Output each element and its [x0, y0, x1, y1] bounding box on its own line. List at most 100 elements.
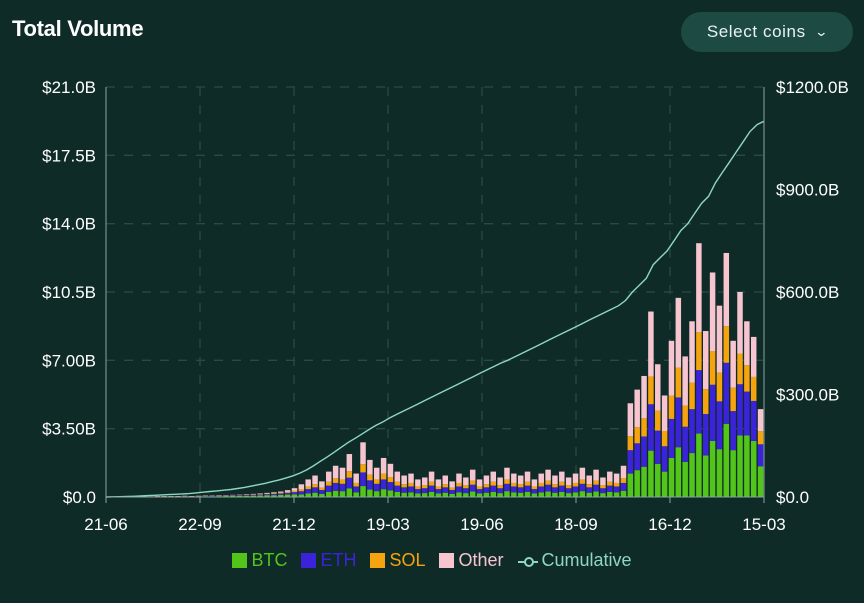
bar-segment-btc [524, 491, 531, 497]
legend-label-other: Other [458, 550, 504, 570]
bar-segment-sol [702, 389, 709, 415]
bar-segment-sol [278, 492, 284, 494]
bar-segment-other [655, 364, 661, 411]
bar-segment-other [737, 292, 743, 354]
bar-segment-other [593, 469, 599, 481]
bar-segment-btc [675, 447, 682, 497]
bar-segment-other [257, 493, 263, 495]
bar-segment-sol [579, 479, 586, 484]
bar-segment-other [607, 471, 613, 482]
bar-segment-btc [483, 492, 490, 497]
bar-segment-sol [593, 480, 599, 485]
bar-segment-btc [415, 493, 421, 497]
bar-segment-eth [442, 487, 449, 493]
bar-segment-other [545, 469, 551, 481]
bar-segment-eth [511, 486, 517, 493]
bar-segment-sol [730, 387, 736, 412]
y-right-tick-label: $900.0B [776, 181, 839, 200]
bar-segment-sol [627, 436, 634, 451]
bar-segment-btc [586, 492, 592, 497]
bar-segment-sol [476, 486, 483, 490]
bar-segment-sol [469, 480, 476, 485]
select-coins-button[interactable]: Select coins ⌄ [681, 12, 853, 52]
bar-segment-btc [689, 453, 695, 497]
bar-segment-other [757, 409, 764, 432]
x-tick-label: 15-03 [742, 515, 785, 534]
legend-item-other[interactable]: Other [439, 550, 504, 571]
bar-segment-eth [579, 483, 586, 492]
bar-segment-btc [620, 490, 627, 497]
bar-segment-other [524, 471, 531, 482]
bar-segment-btc [504, 491, 510, 497]
bar-segment-other [367, 459, 373, 475]
bar-segment-eth [449, 489, 455, 494]
bar-segment-other [353, 473, 359, 483]
bar-segment-btc [696, 433, 702, 497]
bar-segment-other [613, 473, 620, 483]
bar-segment-btc [312, 492, 318, 497]
bar-segment-eth [572, 486, 579, 493]
bar-segment-sol [435, 486, 442, 490]
bar-segment-btc [456, 492, 462, 497]
bar-segment-eth [415, 489, 421, 494]
bar-segment-btc [579, 491, 586, 497]
bar-segment-eth [504, 483, 510, 492]
bar-segment-other [572, 473, 579, 483]
bar-segment-eth [600, 488, 606, 494]
bar-segment-sol [387, 477, 394, 483]
legend-item-sol[interactable]: SOL [370, 550, 425, 571]
x-tick-label: 22-09 [178, 515, 221, 534]
bar-segment-eth [538, 486, 544, 493]
bar-segment-btc [730, 450, 736, 497]
bar-segment-sol [284, 491, 291, 493]
bar-segment-other [511, 473, 517, 483]
bar-segment-eth [305, 489, 311, 494]
bar-segment-other [552, 475, 558, 485]
bar-segment-sol [757, 431, 764, 445]
bar-segment-btc [552, 492, 558, 497]
bar-segment-eth [620, 482, 627, 491]
bar-segment-btc [497, 493, 503, 497]
bar-segment-sol [689, 382, 695, 410]
bar-segment-sol [716, 372, 723, 402]
bar-segment-other [565, 477, 572, 486]
bar-segment-eth [319, 489, 325, 494]
legend-item-cumulative[interactable]: Cumulative [517, 550, 632, 571]
bar-segment-btc [339, 491, 346, 497]
bar-segment-other [723, 252, 730, 327]
bar-segment-sol [744, 365, 750, 392]
bar-segment-btc [613, 492, 620, 497]
bar-segment-other [682, 356, 688, 406]
bar-segment-eth [757, 444, 764, 467]
bar-segment-sol [675, 367, 682, 398]
bar-segment-other [435, 479, 442, 487]
bar-series [106, 243, 764, 498]
bar-segment-eth [435, 489, 442, 494]
bar-segment-btc [332, 490, 339, 497]
bar-segment-sol [538, 482, 544, 487]
bar-segment-other [689, 321, 695, 383]
bar-segment-eth [271, 493, 277, 496]
bar-segment-other [298, 484, 305, 490]
bar-segment-sol [380, 473, 387, 480]
bar-segment-eth [689, 409, 695, 454]
bar-segment-btc [230, 495, 236, 497]
select-coins-label: Select coins [706, 22, 806, 41]
bar-segment-sol [271, 493, 277, 494]
bar-segment-sol [668, 395, 675, 419]
bar-segment-other [696, 243, 702, 333]
legend-item-btc[interactable]: BTC [232, 550, 287, 571]
bar-segment-eth [531, 489, 538, 494]
bar-segment-other [661, 395, 668, 432]
y-right-tick-label: $300.0B [776, 386, 839, 405]
legend-item-eth[interactable]: ETH [301, 550, 356, 571]
bar-segment-btc [243, 495, 250, 497]
bar-segment-other [271, 492, 277, 494]
bar-segment-sol [648, 376, 654, 405]
bar-segment-other [421, 477, 428, 486]
bar-segment-btc [600, 493, 606, 497]
bar-segment-other [709, 272, 716, 352]
bar-segment-other [305, 479, 311, 487]
bar-segment-other [326, 471, 332, 482]
y-right-tick-label: $1200.0B [776, 78, 849, 97]
